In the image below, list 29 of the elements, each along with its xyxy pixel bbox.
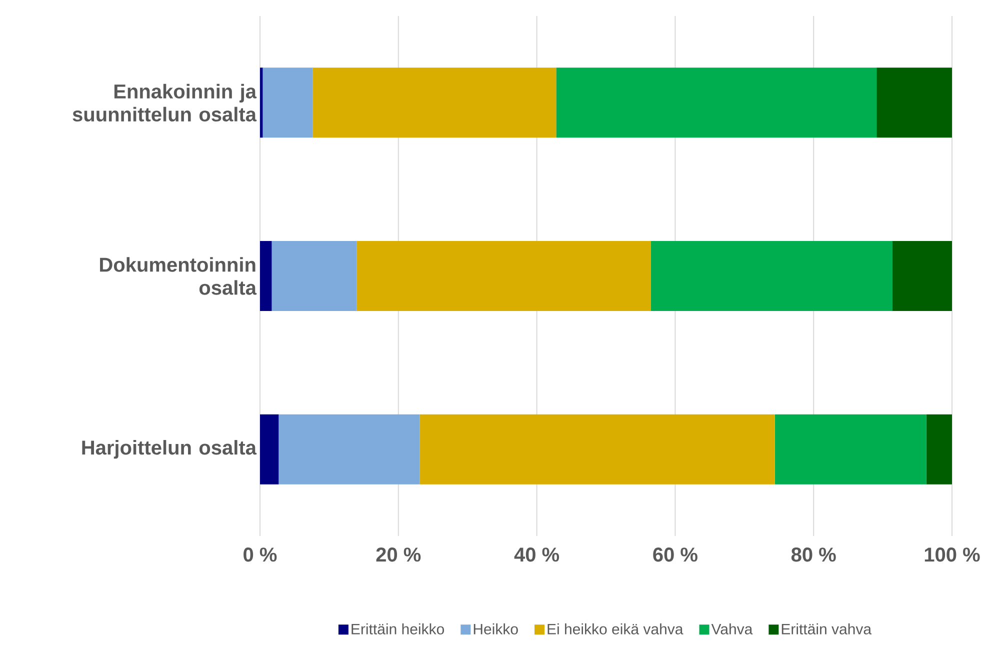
bar [260, 241, 272, 312]
x-tick-label: 0 % [244, 548, 277, 562]
bar [272, 241, 357, 312]
x-tick-label: 20 % [376, 548, 421, 562]
legend-label: Erittäin heikko [352, 623, 444, 634]
y-tick-label: Harjoittelun osalta [82, 440, 257, 459]
bar [876, 68, 952, 138]
bar [650, 241, 892, 312]
bar [892, 241, 952, 312]
legend-label: Ei heikko eikä vahva [548, 623, 684, 634]
bar [278, 414, 420, 484]
x-tick-label: 60 % [653, 548, 698, 562]
bar [260, 414, 279, 484]
x-tick-label: 80 % [791, 548, 836, 562]
bar [556, 68, 877, 138]
y-tick-label: Dokumentoinnin osalta [100, 257, 257, 295]
bar [926, 414, 952, 484]
bar [260, 68, 263, 138]
bar [420, 414, 775, 484]
x-tick-label: 40 % [514, 548, 560, 562]
legend-label: Heikko [474, 623, 518, 634]
x-tick-label: 100 % [924, 548, 980, 562]
bar [312, 68, 556, 138]
bar [356, 241, 651, 312]
y-tick-label: Ennakoinnin ja suunnittelun osalta [72, 84, 257, 122]
legend-label: Vahva [711, 623, 753, 634]
legend-label: Erittäin vahva [782, 623, 872, 634]
bar [262, 68, 313, 138]
bar [774, 414, 926, 484]
